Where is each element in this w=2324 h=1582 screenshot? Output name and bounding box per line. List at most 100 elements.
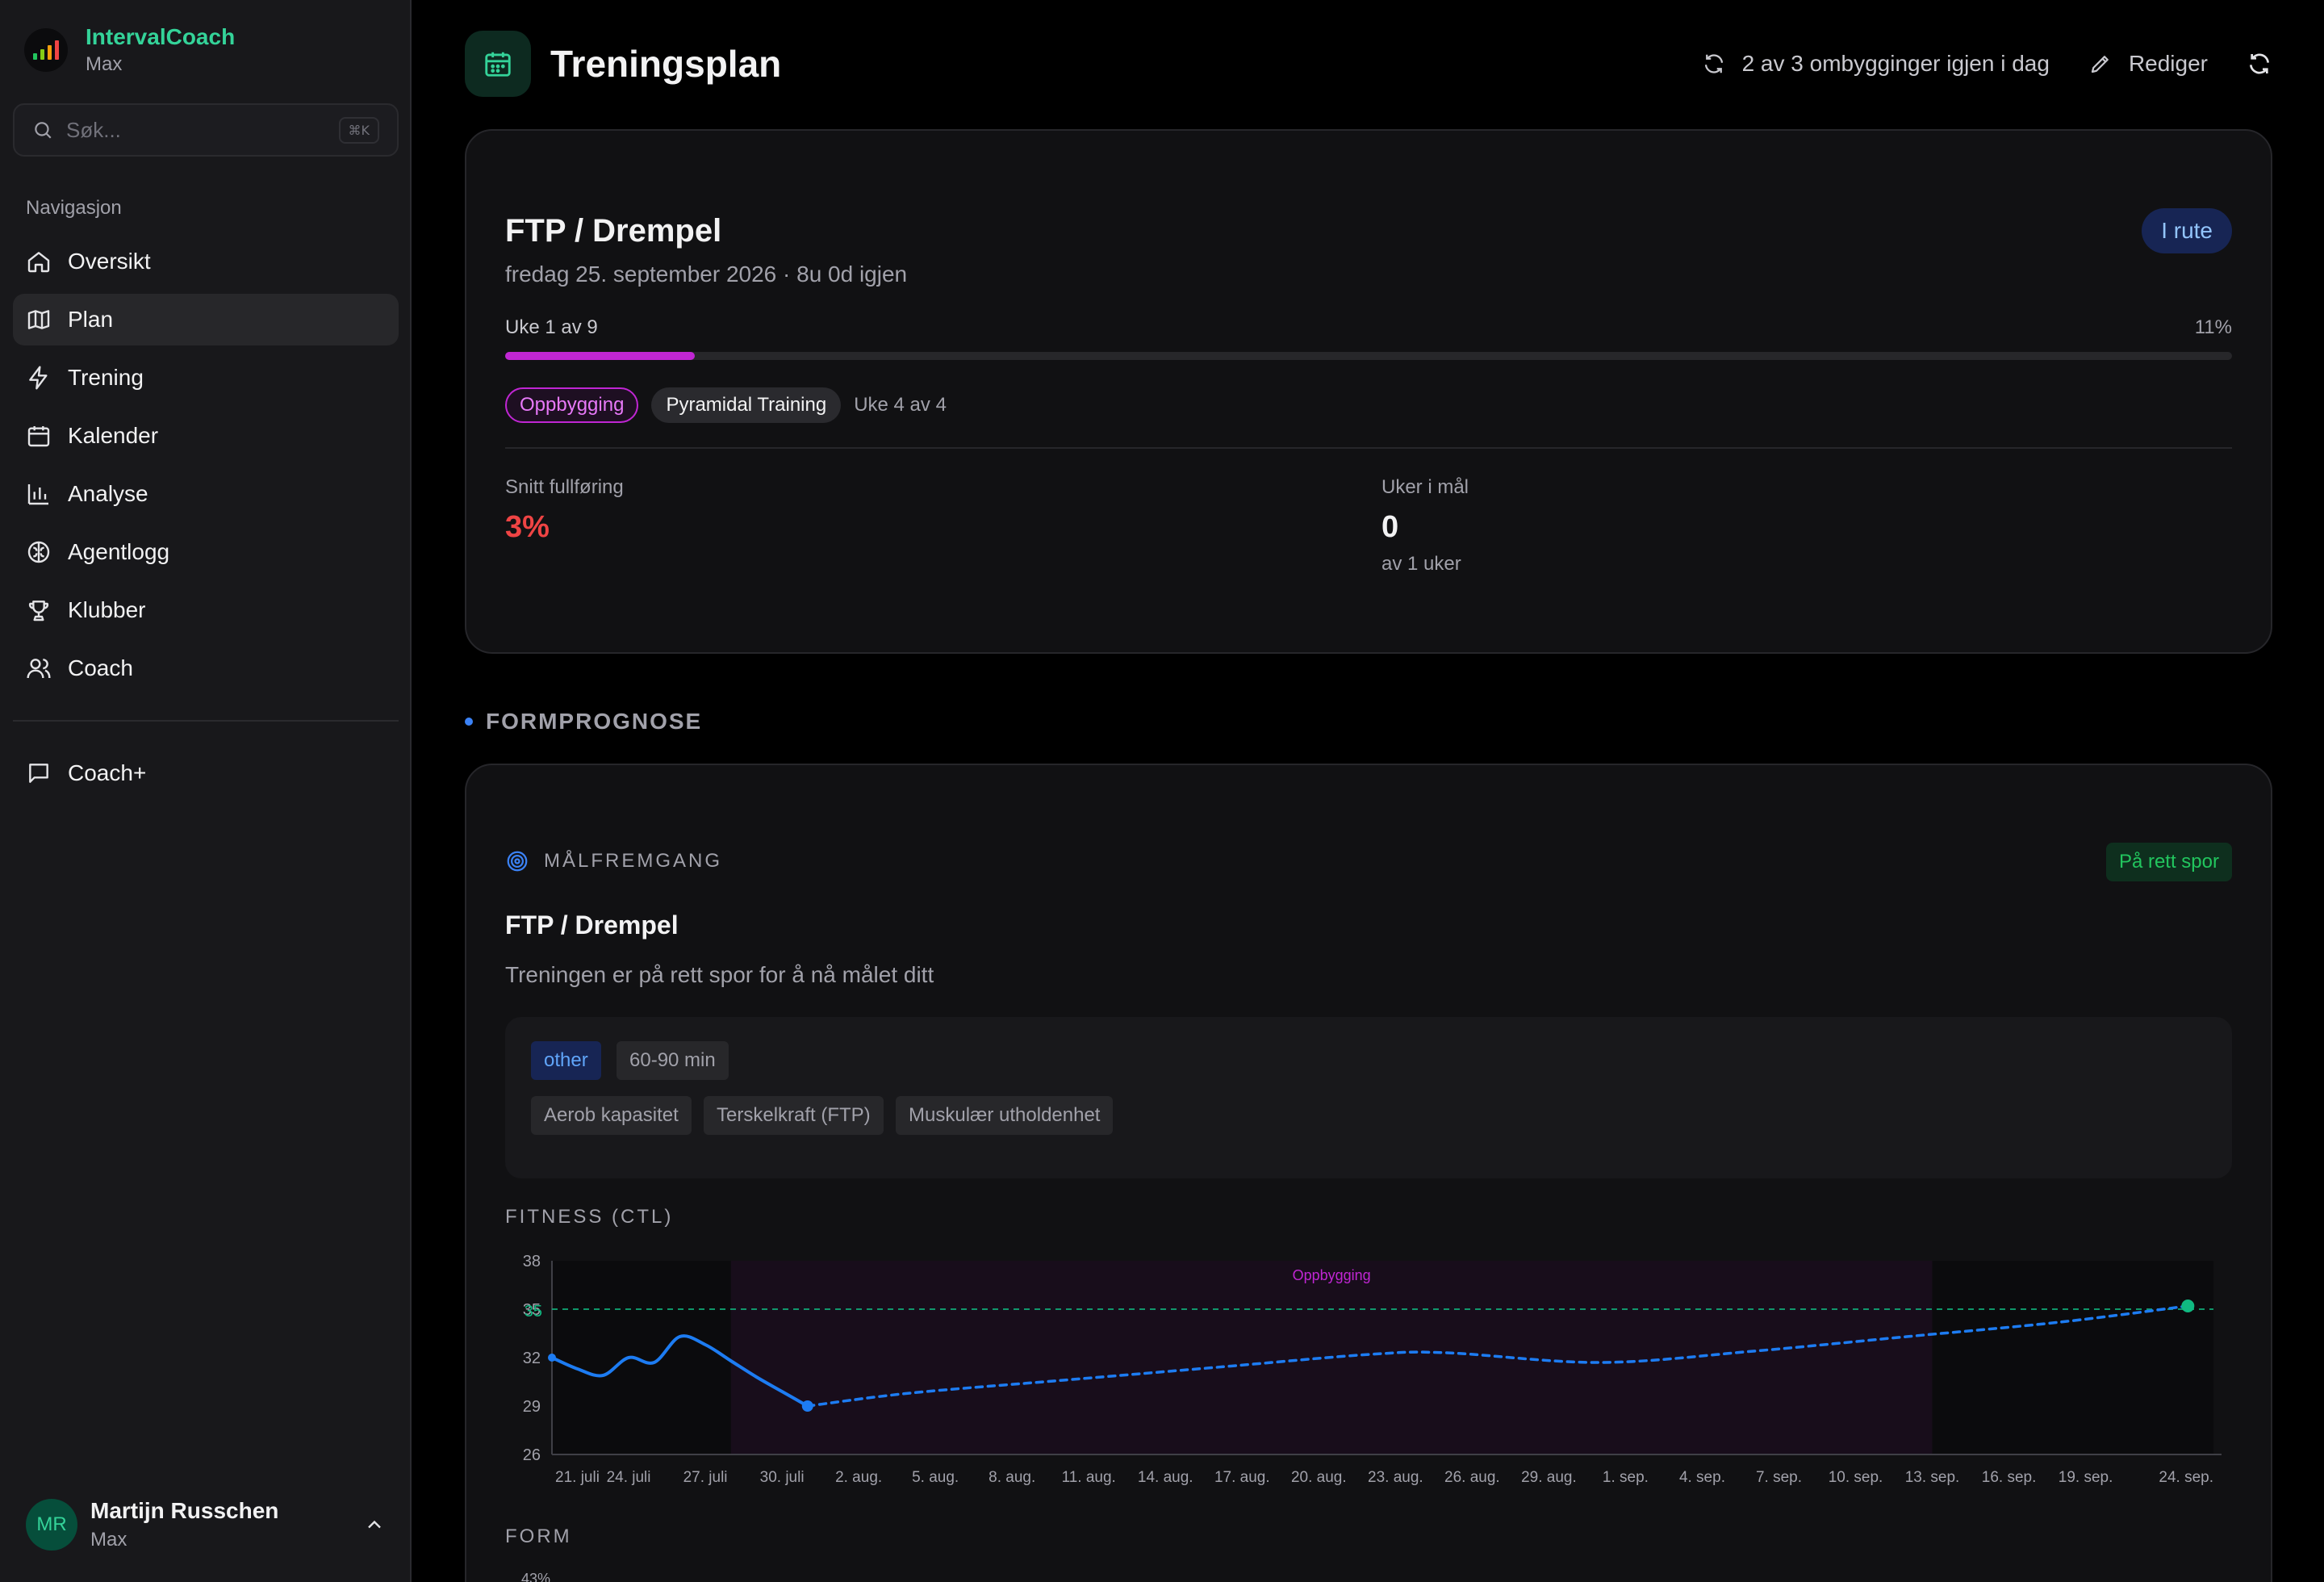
- lightning-icon: [29, 366, 48, 390]
- x-tick-label: 24. juli: [607, 1469, 651, 1486]
- pencil-icon: [2091, 56, 2109, 73]
- phase-band-label: Oppbygging: [1293, 1267, 1371, 1283]
- app-plan: Max: [86, 53, 123, 75]
- goal-description: Treningen er på rett spor for å nå målet…: [505, 962, 934, 987]
- sidebar-item-label: Agentlogg: [68, 539, 170, 564]
- x-tick-label: 5. aug.: [912, 1469, 959, 1486]
- search-input[interactable]: Søk... ⌘K: [13, 103, 399, 157]
- goal-title: FTP / Drempel: [505, 910, 679, 940]
- sidebar-item-trening[interactable]: Trening: [13, 352, 399, 404]
- section-dot: [465, 718, 473, 726]
- x-tick-label: 24. sep.: [2159, 1469, 2213, 1486]
- bar-chart-icon: [27, 484, 48, 505]
- x-tick-label: 13. sep.: [1905, 1469, 1960, 1486]
- trophy-icon: [28, 601, 49, 622]
- y-tick-label: 35: [523, 1301, 541, 1319]
- map-icon: [27, 310, 50, 329]
- target-icon: [507, 851, 528, 872]
- fitness-chart-title: FITNESS (CTL): [505, 1206, 674, 1228]
- progress-bar-fill: [505, 352, 696, 360]
- status-badge: På rett spor: [2105, 843, 2232, 881]
- ctl-actual-line: [550, 1334, 809, 1408]
- sidebar-secondary-nav: Coach+: [13, 747, 399, 806]
- stat-label: Uker i mål: [1381, 476, 1469, 498]
- block-chip: Pyramidal Training: [651, 387, 842, 423]
- search-placeholder: Søk...: [66, 117, 121, 142]
- chevron-up-icon[interactable]: [363, 1513, 386, 1536]
- sport-tag: other: [531, 1041, 601, 1080]
- x-tick-label: 20. aug.: [1291, 1469, 1347, 1486]
- focus-tag: Terskelkraft (FTP): [704, 1096, 884, 1135]
- sidebar-nav: Oversikt Plan Trening Kalender Analyse A…: [13, 236, 399, 701]
- goal-details: other 60-90 min Aerob kapasitet Terskelk…: [505, 1017, 2232, 1178]
- goal-card: FTP / Drempel fredag 25. september 2026 …: [465, 129, 2272, 654]
- x-tick-label: 14. aug.: [1138, 1469, 1193, 1486]
- focus-tag: Aerob kapasitet: [531, 1096, 692, 1135]
- users-icon: [27, 659, 51, 679]
- goal-date: fredag 25. september 2026 · 8u 0d igjen: [505, 262, 908, 287]
- y-tick-label: 32: [523, 1350, 541, 1367]
- divider: [505, 447, 2232, 449]
- refresh-icon: [1704, 54, 1723, 73]
- header-calendar-icon: [465, 31, 531, 97]
- section-title: FORMPROGNOSE: [465, 709, 702, 734]
- edit-label: Rediger: [2128, 51, 2208, 76]
- focus-tag: Muskulær utholdenhet: [896, 1096, 1114, 1135]
- page-title: Treningsplan: [550, 43, 782, 85]
- sidebar-item-kalender[interactable]: Kalender: [13, 410, 399, 462]
- target-label: 35: [525, 1303, 542, 1320]
- user-menu[interactable]: MR Martijn Russchen Max: [26, 1498, 386, 1551]
- progress-header-text: MÅLFREMGANG: [544, 850, 723, 872]
- search-shortcut: ⌘K: [338, 116, 379, 144]
- sidebar-item-plan[interactable]: Plan: [13, 294, 399, 345]
- x-tick-label: 27. juli: [683, 1469, 728, 1486]
- user-plan: Max: [90, 1529, 127, 1551]
- fitness-chart: Oppbygging 26 29 32 35 38 21. juli 24. juli 27. …: [523, 1253, 2222, 1486]
- calendar-icon: [27, 426, 50, 447]
- x-tick-label: 21. juli: [555, 1469, 600, 1486]
- x-tick-label: 19. sep.: [2059, 1469, 2113, 1486]
- form-y-tick: 43%: [521, 1571, 551, 1582]
- plot-area: [552, 1261, 2213, 1454]
- sidebar-item-coach[interactable]: Coach: [13, 642, 399, 694]
- sidebar-item-klubber[interactable]: Klubber: [13, 584, 399, 636]
- status-badge: I rute: [2142, 208, 2232, 253]
- current-point: [801, 1400, 813, 1412]
- user-name: Martijn Russchen: [90, 1498, 279, 1523]
- sidebar-item-oversikt[interactable]: Oversikt: [13, 236, 399, 287]
- sidebar-item-label: Kalender: [68, 423, 159, 448]
- rebuild-count: 2 av 3 ombygginger igjen i dag: [1741, 51, 2050, 76]
- avatar: MR: [26, 1499, 77, 1551]
- sidebar-item-label: Klubber: [68, 597, 146, 622]
- sidebar-item-analyse[interactable]: Analyse: [13, 468, 399, 520]
- refresh-icon: [2250, 53, 2269, 74]
- phase-chip: Oppbygging: [505, 387, 639, 423]
- x-tick-label: 4. sep.: [1679, 1469, 1725, 1486]
- sidebar-item-label: Trening: [68, 365, 144, 390]
- x-tick-label: 26. aug.: [1444, 1469, 1500, 1486]
- sidebar-item-label: Analyse: [68, 481, 148, 506]
- sidebar-item-label: Oversikt: [68, 249, 151, 274]
- phase-chips: Oppbygging Pyramidal Training Uke 4 av 4: [505, 387, 947, 423]
- y-tick-label: 26: [523, 1446, 541, 1464]
- sidebar-item-agentlogg[interactable]: Agentlogg: [13, 526, 399, 578]
- stat-sub: av 1 uker: [1381, 553, 1461, 575]
- y-tick-label: 38: [523, 1253, 541, 1270]
- brand[interactable]: IntervalCoach Max: [24, 24, 235, 76]
- page-header: Treningsplan 2 av 3 ombygginger igjen i …: [465, 31, 2272, 97]
- progress-header: MÅLFREMGANG: [505, 849, 722, 873]
- ctl-forecast-line: [806, 1304, 2190, 1408]
- refresh-button[interactable]: [2247, 51, 2272, 77]
- duration-tag: 60-90 min: [617, 1041, 729, 1080]
- sidebar-item-coach-plus[interactable]: Coach+: [13, 747, 399, 799]
- x-tick-label: 2. aug.: [835, 1469, 882, 1486]
- form-chart-title: FORM: [505, 1526, 572, 1547]
- chat-icon: [29, 764, 48, 783]
- edit-button[interactable]: Rediger: [2088, 51, 2208, 77]
- search-icon: [35, 122, 52, 139]
- sidebar-item-label: Plan: [68, 307, 114, 332]
- forecast-endpoint: [2181, 1300, 2195, 1312]
- rebuild-button[interactable]: 2 av 3 ombygginger igjen i dag: [1702, 51, 2050, 77]
- sidebar-item-label: Coach: [68, 655, 133, 680]
- x-tick-label: 23. aug.: [1368, 1469, 1423, 1486]
